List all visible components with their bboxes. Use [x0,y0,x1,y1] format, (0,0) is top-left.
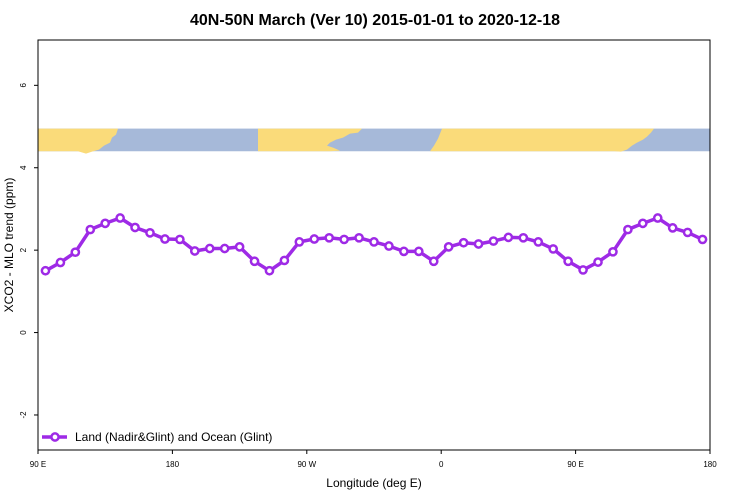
chart-title: 40N-50N March (Ver 10) 2015-01-01 to 202… [190,12,560,29]
data-point [503,232,514,243]
data-point [175,234,185,245]
legend-label: Land (Nadir&Glint) and Ocean (Glint) [75,430,272,444]
data-point [204,243,215,254]
x-axis-ticks: 90 E 180 90 W 0 90 E 180 [30,450,717,469]
y-tick-label: 6 [19,83,28,88]
map-land-1 [38,128,118,154]
y-tick-label: 4 [19,165,28,170]
data-point [279,255,290,266]
data-point [70,247,81,258]
legend: Land (Nadir&Glint) and Ocean (Glint) [42,430,272,444]
x-axis-label: Longitude (deg E) [326,476,421,490]
data-point [458,237,469,248]
data-point [682,227,693,238]
legend-marker [50,432,60,442]
data-point [55,257,66,268]
data-point [399,246,409,257]
x-tick-label: 90 E [30,460,46,469]
data-point [563,256,573,267]
data-point [623,224,633,235]
data-point [249,256,260,267]
data-point [413,246,424,257]
data-point [667,223,678,233]
data-point [85,224,96,235]
data-point [160,234,170,244]
data-point [384,241,394,251]
data-point [130,222,140,233]
data-point [578,265,588,275]
plot-frame [37,39,711,451]
x-tick-label: 180 [166,460,180,469]
map-land-3 [430,128,654,152]
x-tick-label: 90 W [297,460,316,469]
data-point [548,244,559,254]
x-tick-label: 180 [703,460,717,469]
data-point [488,236,499,246]
x-tick-label: 90 E [567,460,583,469]
map-land-2 [258,128,362,152]
data-point [428,256,439,267]
data-point [189,246,200,256]
series-points-layer [40,213,708,276]
data-point [637,218,648,229]
data-point [473,239,484,249]
data-point [309,234,320,244]
data-point [697,234,708,245]
x-tick-label: 0 [439,460,444,469]
y-axis-label: XCO2 - MLO trend (ppm) [2,178,16,313]
data-point [339,234,349,245]
data-point [443,242,454,252]
y-tick-label: -2 [19,411,28,419]
data-point [115,213,125,223]
y-tick-label: 0 [19,330,28,335]
data-point [593,257,603,267]
y-tick-label: 2 [19,247,28,252]
y-axis-ticks: -2 0 2 4 6 [19,83,38,419]
data-point [40,265,51,276]
data-point [234,242,245,252]
data-point [533,237,544,247]
data-point [264,265,275,276]
data-point [608,246,618,257]
data-point [294,237,305,247]
data-point [219,243,230,254]
data-point [324,232,335,243]
world-map-strip [38,128,710,154]
data-point [652,213,663,223]
data-point [145,227,155,238]
data-point [369,237,379,247]
data-point [518,232,529,243]
data-point [100,218,111,229]
data-point [354,232,364,243]
